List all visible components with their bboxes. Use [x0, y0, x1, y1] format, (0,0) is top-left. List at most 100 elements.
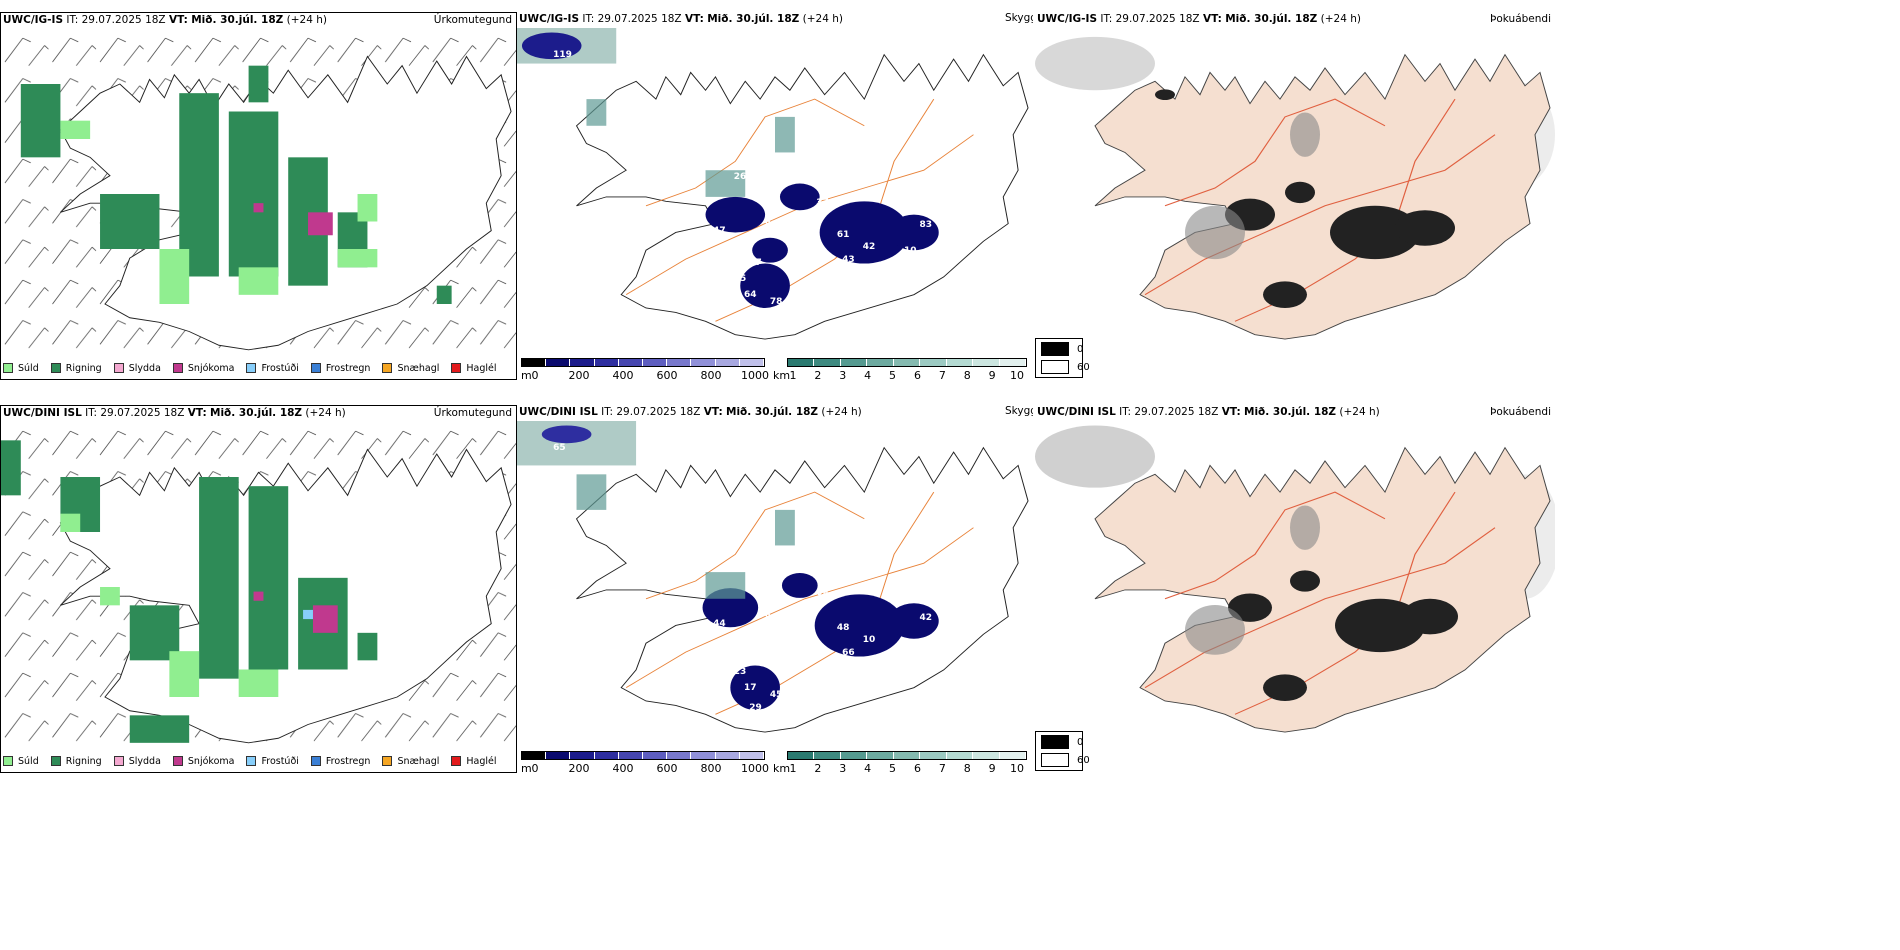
legend-item: Haglél: [451, 363, 497, 374]
precip-panel-header: UWC/IG-IS IT: 29.07.2025 18Z VT: Mið. 30…: [3, 14, 512, 26]
colorbar-segment: [814, 752, 841, 759]
colorbar-segment: [594, 359, 619, 366]
visibility-value-label: 61: [775, 718, 788, 729]
colorbar-tick: 200: [568, 762, 590, 773]
panel-title: Þokuábendi: [1490, 406, 1551, 418]
colorbar-tick: 8: [963, 369, 971, 380]
visibility-value-label: 83: [919, 220, 932, 230]
fog-legend-item: 0: [1041, 342, 1083, 356]
visibility-value-label: 76: [805, 213, 819, 224]
legend-swatch: [113, 363, 124, 373]
visibility-value-label: 26: [733, 172, 747, 182]
colorbar-segment: [973, 359, 1000, 366]
colorbar-segment: [739, 752, 765, 759]
colorbar-segment: [973, 752, 1000, 759]
valid-time: Mið. 30.júl. 18Z: [210, 407, 303, 419]
valid-time: Mið. 30.júl. 18Z: [1225, 13, 1318, 25]
colorbar-tick: 7: [938, 762, 946, 773]
model-name: UWC/DINI ISL: [3, 407, 82, 419]
model-name: UWC/IG-IS: [3, 14, 64, 26]
colorbar-tick: 3: [839, 762, 847, 773]
cloud-base-ticks: 0 200 400 600 800 1000: [521, 369, 770, 380]
visibility-value-label: 82: [867, 677, 881, 687]
visibility-map: 65 64 35 86 48 10 42 44 59 66 65 74 23 82 17 45 29 31 61: [517, 421, 1033, 741]
legend-item: Rigning: [50, 756, 102, 767]
visibility-value-label: 10: [904, 245, 917, 256]
visibility-value-label: 35: [816, 590, 829, 601]
valid-time: Mið. 30.júl. 18Z: [191, 14, 284, 26]
colorbar-segment: [814, 359, 841, 366]
colorbar-segment: [715, 359, 740, 366]
visibility-value-label: 47: [713, 226, 726, 237]
colorbar-tick: 1: [789, 762, 797, 773]
colorbar-tick: 6: [913, 369, 921, 380]
model-name: UWC/IG-IS: [519, 13, 580, 25]
colorbar-segment: [920, 359, 947, 366]
colorbar-tick: 1000: [741, 762, 769, 773]
visibility-value-label: 45: [769, 689, 783, 700]
cloud-base-colorbar: m 0 200 400 600 800 1000: [521, 358, 770, 380]
visibility-value-label: 65: [733, 274, 747, 285]
legend-item: Snjókoma: [172, 756, 234, 767]
colorbar-segment: [691, 359, 716, 366]
legend-swatch: [451, 363, 462, 373]
visibility-unit: km: [773, 762, 791, 773]
legend-swatch: [3, 756, 13, 766]
visibility-value-label: 37: [816, 197, 829, 208]
colorbar-segment: [840, 752, 868, 759]
visibility-value-label: 77: [749, 258, 762, 269]
cloud-base-ticks: 0 200 400 600 800 1000: [521, 762, 770, 773]
visibility-value-label: 65: [904, 638, 917, 649]
legend-item: Snjókoma: [172, 363, 234, 374]
colorbar-segment: [594, 752, 619, 759]
legend-swatch: [50, 363, 61, 373]
vis-title: Skyggni: [1005, 12, 1033, 24]
colorbar-segment: [570, 752, 595, 759]
visibility-value-label: 10: [862, 635, 876, 646]
legend-item: Súld: [3, 756, 39, 767]
visibility-bar: [787, 358, 1027, 367]
colorbar-segment: [643, 752, 668, 759]
cloud-base-unit: m: [521, 369, 532, 380]
fog-index-panel-2: UWC/DINI ISL IT: 29.07.2025 18Z VT: Mið.…: [1035, 405, 1555, 773]
colorbar-tick: 1000: [741, 369, 769, 380]
legend-item: Frostúði: [246, 363, 299, 374]
precip-map: [1, 422, 516, 752]
visibility-value-label: 64: [733, 565, 747, 575]
colorbar-tick: 3: [839, 369, 847, 380]
visibility-value-label: 59: [697, 625, 711, 636]
colorbar-tick: 2: [814, 369, 822, 380]
valid-time: Mið. 30.júl. 18Z: [707, 13, 800, 25]
vis-panel-header: UWC/DINI ISL IT: 29.07.2025 18Z VT: Mið.…: [519, 406, 862, 418]
panel-title: Úrkomutegund: [433, 14, 512, 26]
colorbar-tick: 10: [1010, 762, 1024, 773]
cloud-base-colorbar: m 0 200 400 600 800 1000: [521, 751, 770, 773]
colorbar-tick: 400: [612, 369, 634, 380]
cloud-base-bar: [521, 751, 765, 760]
cloud-base-unit: m: [521, 762, 532, 773]
vis-title: Skyggni: [1005, 405, 1033, 417]
legend-item: Frostregn: [310, 363, 370, 374]
colorbar-segment: [867, 752, 894, 759]
fog-index-panel-1: UWC/IG-IS IT: 29.07.2025 18Z VT: Mið. 30…: [1035, 12, 1555, 380]
colorbar-segment: [946, 752, 974, 759]
colorbar-tick: 800: [700, 369, 722, 380]
colorbar-tick: 5: [889, 762, 897, 773]
visibility-value-label: 44: [713, 619, 726, 630]
legend-swatch: [246, 756, 257, 766]
fog-panel-header: UWC/IG-IS IT: 29.07.2025 18Z VT: Mið. 30…: [1037, 13, 1551, 25]
colorbar-tick: 4: [864, 369, 872, 380]
colorbar-segment: [867, 359, 894, 366]
colorbar-segment: [618, 752, 644, 759]
colorbar-tick: 4: [864, 762, 872, 773]
colorbar-segment: [643, 359, 668, 366]
precip-type-panel-2: UWC/DINI ISL IT: 29.07.2025 18Z VT: Mið.…: [0, 405, 517, 773]
precip-type-panel-1: UWC/IG-IS IT: 29.07.2025 18Z VT: Mið. 30…: [0, 12, 517, 380]
visibility-value-label: 42: [862, 242, 876, 253]
colorbar-tick: 9: [988, 762, 996, 773]
init-time: 29.07.2025 18Z: [1115, 13, 1200, 25]
colorbar-tick: 6: [913, 762, 921, 773]
colorbar-tick: 1: [789, 369, 797, 380]
visibility-value-label: 81: [764, 220, 778, 230]
visibility-value-label: 78: [769, 296, 783, 307]
